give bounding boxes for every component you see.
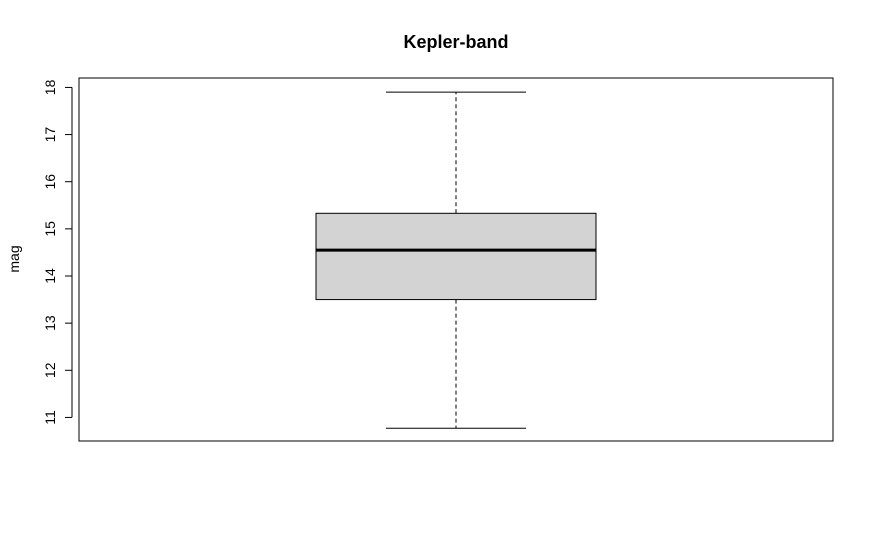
y-tick-label: 12 xyxy=(42,362,58,378)
y-tick-label: 17 xyxy=(42,127,58,143)
chart-title: Kepler-band xyxy=(403,32,508,52)
plot-frame xyxy=(78,77,834,442)
boxplot xyxy=(315,91,597,429)
y-tick-label: 11 xyxy=(42,410,58,425)
y-tick-label: 15 xyxy=(42,221,58,237)
y-tick-label: 13 xyxy=(42,315,58,331)
y-tick-label: 14 xyxy=(42,268,58,284)
y-tick-label: 16 xyxy=(42,174,58,190)
y-axis: 11 12 13 14 15 16 17 18 xyxy=(42,79,73,425)
y-axis-label: mag xyxy=(6,245,22,272)
iqr-box xyxy=(315,212,597,301)
y-tick-label: 18 xyxy=(42,79,58,95)
